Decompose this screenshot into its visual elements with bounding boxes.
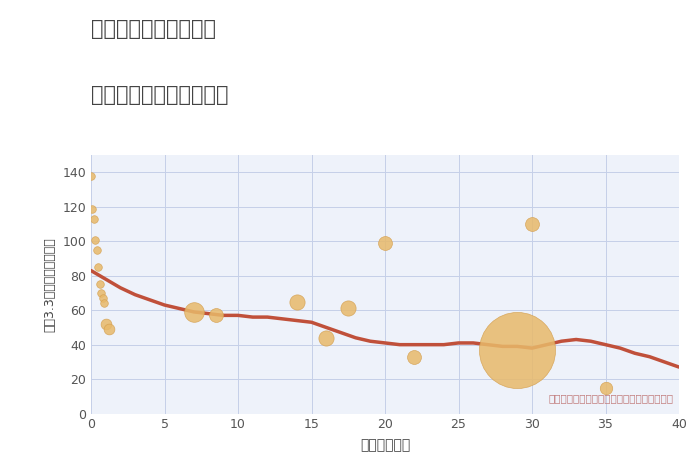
- Point: [100, 320, 111, 328]
- Text: 築年数別中古戸建て価格: 築年数別中古戸建て価格: [91, 85, 228, 105]
- Point: [97, 294, 108, 302]
- Point: [103, 325, 114, 333]
- X-axis label: 築年数（年）: 築年数（年）: [360, 439, 410, 453]
- Y-axis label: 坪（3.3㎡）単価（万円）: 坪（3.3㎡）単価（万円）: [43, 237, 57, 332]
- Point: [92, 263, 104, 271]
- Point: [512, 346, 523, 353]
- Point: [343, 305, 354, 312]
- Point: [379, 239, 391, 247]
- Point: [210, 312, 221, 319]
- Point: [99, 299, 110, 307]
- Point: [188, 308, 199, 316]
- Point: [321, 334, 332, 342]
- Point: [291, 298, 302, 306]
- Point: [409, 353, 420, 360]
- Point: [85, 172, 97, 180]
- Text: 円の大きさは、取引のあった物件面積を示す: 円の大きさは、取引のあった物件面積を示す: [548, 393, 673, 403]
- Point: [94, 281, 106, 288]
- Point: [600, 384, 611, 392]
- Point: [90, 236, 101, 243]
- Point: [88, 215, 99, 223]
- Point: [96, 289, 107, 297]
- Point: [87, 205, 98, 212]
- Point: [526, 220, 538, 228]
- Point: [91, 246, 102, 254]
- Text: 愛知県西尾市山下町の: 愛知県西尾市山下町の: [91, 19, 216, 39]
